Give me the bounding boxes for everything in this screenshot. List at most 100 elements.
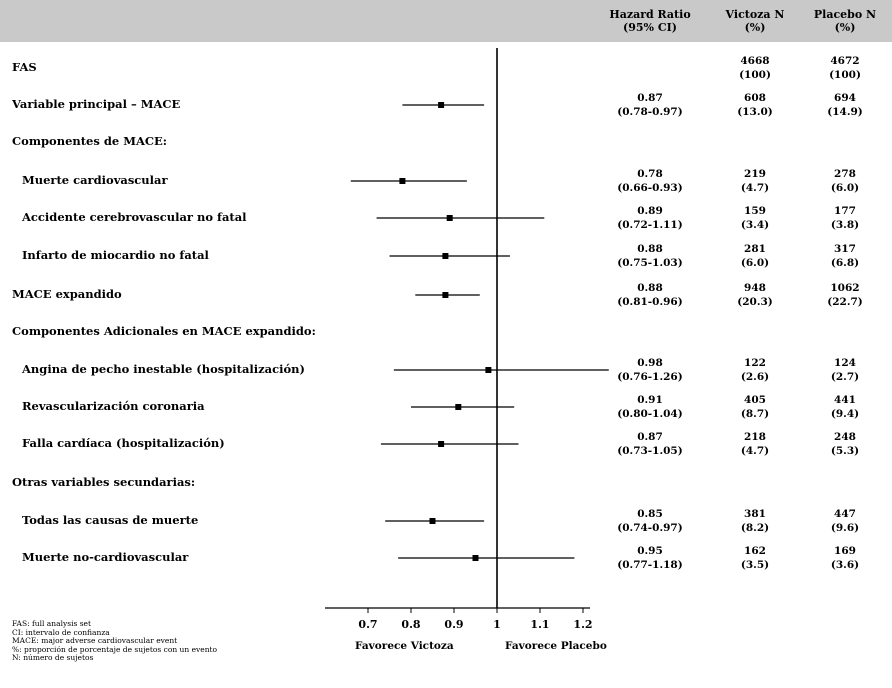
- placebo-n: 169: [834, 545, 856, 557]
- victoza-n: 219: [744, 168, 766, 180]
- hr-point: [442, 292, 449, 298]
- placebo-n: 1062: [830, 282, 860, 294]
- footnote-line: CI: intervalo de confianza: [12, 627, 110, 637]
- placebo-n: 248: [834, 431, 856, 443]
- placebo-n: 447: [834, 508, 856, 520]
- header-victoza: Victoza N (%): [725, 8, 785, 34]
- victoza-pct: (13.0): [737, 106, 773, 118]
- victoza-n: 281: [744, 243, 766, 255]
- row-label: Otras variables secundarias:: [12, 475, 196, 489]
- favours-victoza-label: Favorece Victoza: [355, 640, 454, 652]
- placebo-n: 694: [834, 92, 856, 104]
- row-label: Infarto de miocardio no fatal: [22, 248, 209, 262]
- hr-ci: (0.74-0.97): [617, 522, 683, 534]
- hr-value: 0.95: [637, 545, 663, 557]
- footnote-line: N: número de sujetos: [12, 653, 94, 662]
- victoza-n: 405: [744, 394, 766, 406]
- hr-ci: (0.78-0.97): [617, 106, 683, 118]
- placebo-n: 317: [834, 243, 856, 255]
- row-label: Revascularización coronaria: [22, 399, 205, 413]
- victoza-pct: (2.6): [740, 371, 770, 383]
- hr-ci: (0.77-1.18): [617, 559, 683, 571]
- hr-value: 0.98: [637, 357, 663, 369]
- row-label: Muerte cardiovascular: [22, 173, 168, 187]
- row-label: MACE expandido: [12, 287, 122, 301]
- hr-point: [485, 367, 492, 373]
- victoza-pct: (20.3): [737, 296, 773, 308]
- hr-ci: (0.73-1.05): [617, 445, 683, 457]
- hr-value: 0.89: [637, 205, 663, 217]
- placebo-pct: (3.6): [830, 559, 860, 571]
- placebo-n: 124: [834, 357, 856, 369]
- row-label: FAS: [12, 60, 37, 74]
- row-label: Todas las causas de muerte: [22, 513, 199, 527]
- victoza-n: 122: [744, 357, 766, 369]
- victoza-pct: (8.7): [740, 408, 770, 420]
- victoza-n: 159: [744, 205, 766, 217]
- victoza-n: 4668: [740, 55, 770, 67]
- x-tick-label: 1.2: [573, 618, 592, 631]
- favours-placebo-label: Favorece Placebo: [505, 640, 607, 652]
- hr-ci: (0.76-1.26): [617, 371, 683, 383]
- row-label: Falla cardíaca (hospitalización): [22, 436, 225, 450]
- hr-value: 0.91: [637, 394, 663, 406]
- hr-ci: (0.66-0.93): [617, 182, 683, 194]
- victoza-n: 162: [744, 545, 766, 557]
- victoza-n: 948: [744, 282, 766, 294]
- placebo-n: 177: [834, 205, 856, 217]
- victoza-n: 608: [744, 92, 766, 104]
- hr-value: 0.87: [637, 431, 663, 443]
- header-hazard-ratio: Hazard Ratio (95% CI): [609, 8, 691, 34]
- header-placebo: Placebo N (%): [813, 8, 877, 34]
- footnote-line: FAS: full analysis set: [12, 619, 91, 628]
- placebo-n: 4672: [830, 55, 860, 67]
- victoza-pct: (8.2): [740, 522, 770, 534]
- row-label: Componentes Adicionales en MACE expandid…: [12, 324, 316, 338]
- placebo-pct: (5.3): [830, 445, 860, 457]
- hr-point: [429, 518, 436, 524]
- footnote-line: %: proporción de porcentaje de sujetos c…: [12, 644, 218, 654]
- placebo-pct: (3.8): [830, 219, 860, 231]
- placebo-pct: (14.9): [827, 106, 863, 118]
- placebo-n: 441: [834, 394, 856, 406]
- victoza-pct: (100): [739, 69, 771, 81]
- hr-point: [442, 253, 449, 259]
- hr-value: 0.88: [637, 243, 663, 255]
- placebo-pct: (9.4): [830, 408, 860, 420]
- row-label: Angina de pecho inestable (hospitalizaci…: [22, 362, 305, 376]
- row-label: Accidente cerebrovascular no fatal: [22, 210, 247, 224]
- hr-value: 0.87: [637, 92, 663, 104]
- hr-ci: (0.75-1.03): [617, 257, 683, 269]
- hr-value: 0.85: [637, 508, 663, 520]
- victoza-pct: (4.7): [740, 445, 770, 457]
- placebo-pct: (6.8): [830, 257, 860, 269]
- hr-point: [446, 215, 453, 221]
- victoza-pct: (6.0): [740, 257, 770, 269]
- placebo-n: 278: [834, 168, 856, 180]
- hr-point: [438, 102, 445, 108]
- x-tick-label: 1: [493, 618, 501, 631]
- victoza-n: 381: [744, 508, 766, 520]
- victoza-pct: (3.5): [740, 559, 770, 571]
- footnote-line: MACE: major adverse cardiovascular event: [12, 636, 178, 645]
- x-tick-label: 0.9: [444, 618, 463, 631]
- hr-point: [472, 555, 479, 561]
- placebo-pct: (22.7): [827, 296, 863, 308]
- placebo-pct: (100): [829, 69, 861, 81]
- hr-ci: (0.81-0.96): [617, 296, 683, 308]
- hr-value: 0.88: [637, 282, 663, 294]
- row-label: Variable principal – MACE: [12, 97, 181, 111]
- header-band: [0, 0, 892, 42]
- row-label: Muerte no-cardiovascular: [22, 550, 189, 564]
- victoza-n: 218: [744, 431, 766, 443]
- hr-ci: (0.80-1.04): [617, 408, 683, 420]
- x-tick-label: 0.7: [358, 618, 377, 631]
- row-label: Componentes de MACE:: [12, 134, 168, 148]
- placebo-pct: (6.0): [830, 182, 860, 194]
- hr-point: [399, 178, 406, 184]
- hr-point: [438, 441, 445, 447]
- x-tick-label: 1.1: [530, 618, 549, 631]
- victoza-pct: (3.4): [740, 219, 770, 231]
